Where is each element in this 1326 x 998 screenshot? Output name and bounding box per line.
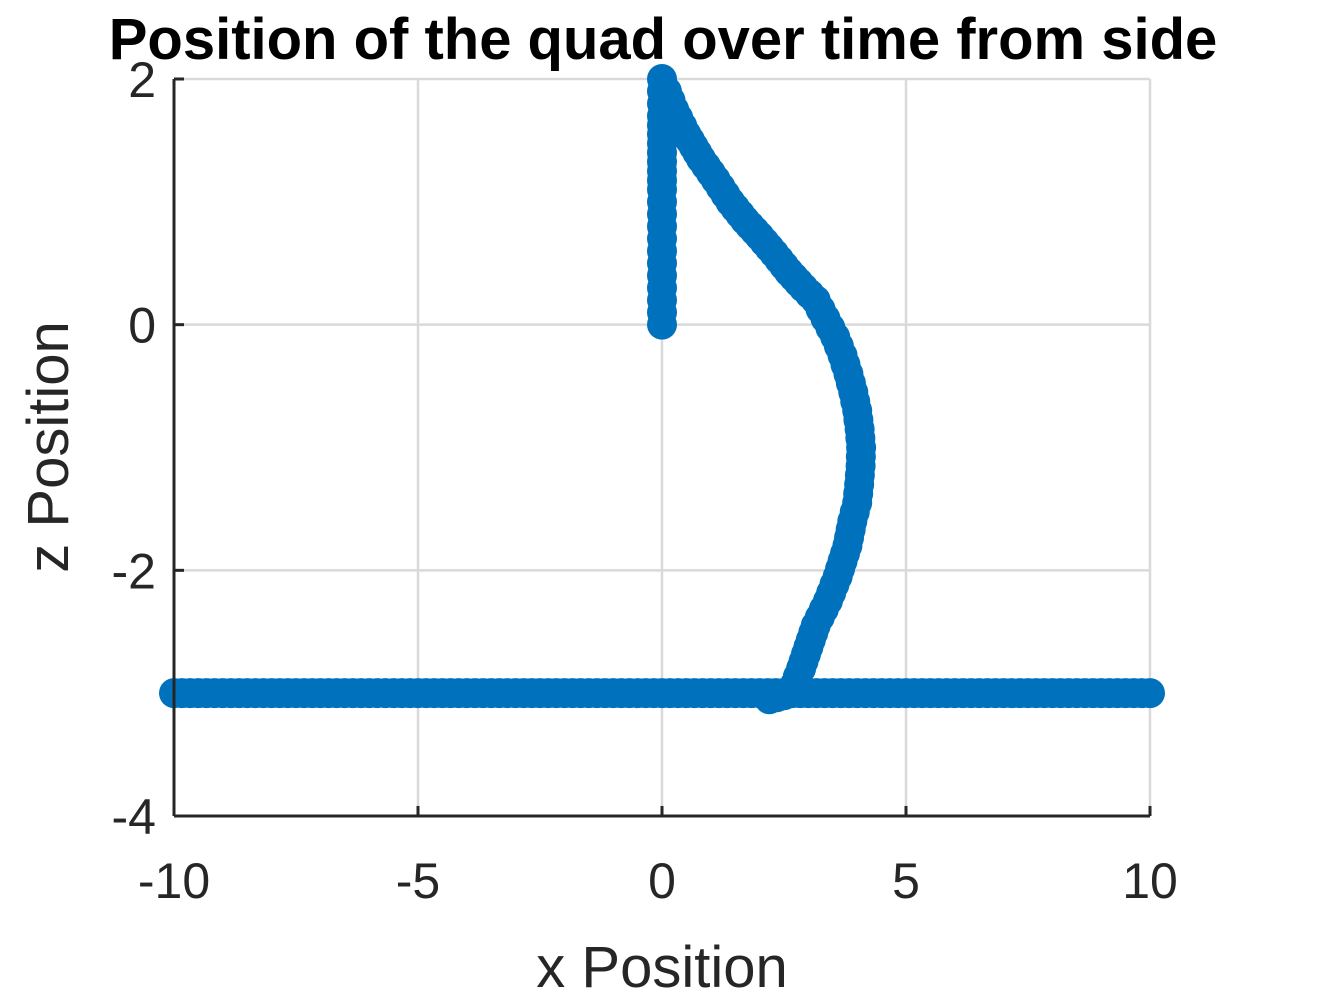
data-points bbox=[159, 64, 1165, 715]
x-tick-label: 10 bbox=[1122, 853, 1178, 909]
x-tick-label: 5 bbox=[892, 853, 920, 909]
y-tick-label: 0 bbox=[128, 298, 156, 354]
x-tick-label: -5 bbox=[396, 853, 440, 909]
series-group bbox=[159, 64, 1165, 715]
y-tick-label: -4 bbox=[112, 789, 156, 845]
tick-marks-and-labels: -10 -5 0 5 10 -4 -2 0 2 bbox=[112, 52, 1178, 909]
y-tick-label: 2 bbox=[128, 52, 156, 108]
x-tick-label: -10 bbox=[138, 853, 210, 909]
y-axis-label: z Position bbox=[16, 321, 81, 572]
chart-title: Position of the quad over time from side bbox=[109, 7, 1218, 72]
x-tick-label: 0 bbox=[648, 853, 676, 909]
y-tick-label: -2 bbox=[112, 543, 156, 599]
x-axis-label: x Position bbox=[536, 935, 787, 998]
data-point bbox=[1135, 678, 1165, 709]
